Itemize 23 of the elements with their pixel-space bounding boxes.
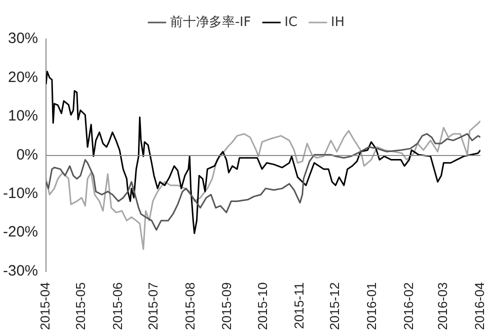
x-tick-label: 2015-10 bbox=[254, 282, 270, 330]
y-tick-label: -30% bbox=[2, 262, 38, 280]
y-tick-label: 0% bbox=[16, 146, 38, 164]
y-tick-label: -20% bbox=[2, 224, 38, 241]
x-tick-label: 2015-09 bbox=[219, 282, 234, 330]
legend-label: 前十净多率-IF bbox=[170, 14, 252, 30]
x-tick-label: 2015-05 bbox=[73, 282, 88, 330]
y-tick-label: 30% bbox=[8, 30, 38, 48]
legend-label: IH bbox=[330, 14, 345, 30]
x-tick-label: 2016-04 bbox=[472, 282, 487, 330]
y-tick-label: -10% bbox=[2, 185, 38, 202]
x-tick-label: 2016-01 bbox=[364, 282, 379, 330]
x-tick-label: 2015-07 bbox=[146, 282, 161, 330]
y-tick-label: 20% bbox=[8, 68, 38, 86]
x-tick-label: 2016-03 bbox=[435, 282, 450, 330]
x-tick-label: 2015-06 bbox=[110, 282, 125, 330]
x-tick-label: 2015-04 bbox=[38, 282, 53, 330]
y-tick-label: 10% bbox=[8, 108, 38, 125]
x-tick-label: 2016-02 bbox=[400, 282, 416, 330]
x-tick-label: 2015-08 bbox=[182, 282, 198, 330]
x-tick-label: 2015-12 bbox=[327, 282, 342, 330]
legend-label: IC bbox=[284, 14, 298, 30]
x-tick-label: 2015-11 bbox=[292, 282, 307, 330]
